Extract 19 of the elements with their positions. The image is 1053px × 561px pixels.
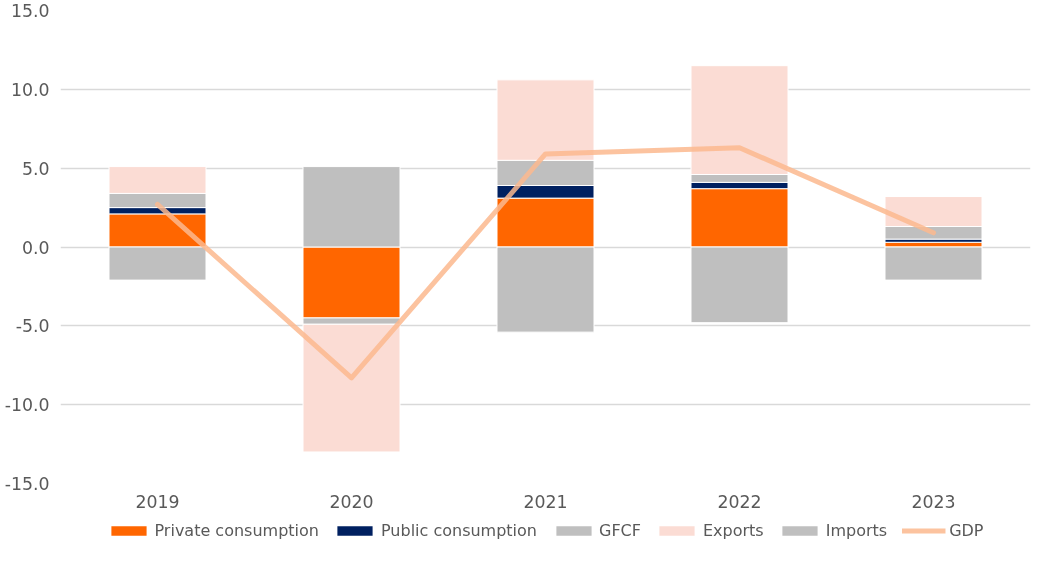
x-tick-label: 2021 xyxy=(523,491,568,512)
y-tick-label: 15.0 xyxy=(10,1,50,21)
x-tick-label: 2022 xyxy=(717,491,762,512)
legend-label: Public consumption xyxy=(380,520,537,540)
x-tick-label: 2020 xyxy=(329,491,374,512)
y-tick-label: -10.0 xyxy=(4,395,50,416)
legend-label: GDP xyxy=(949,520,984,540)
y-tick-label: -5.0 xyxy=(15,316,50,337)
y-tick-label: 10.0 xyxy=(10,79,50,100)
bar xyxy=(884,246,983,281)
x-tick-label: 2023 xyxy=(911,491,956,512)
legend-label: GFCF xyxy=(598,520,641,540)
y-tick-label: 5.0 xyxy=(21,158,50,179)
legend-label: Imports xyxy=(825,520,888,540)
legend-label: Exports xyxy=(702,520,764,540)
y-tick-label: -15.0 xyxy=(4,474,50,494)
y-tick-label: 0.0 xyxy=(21,237,50,258)
legend-label: Private consumption xyxy=(154,520,319,540)
x-tick-label: 2019 xyxy=(135,491,180,512)
